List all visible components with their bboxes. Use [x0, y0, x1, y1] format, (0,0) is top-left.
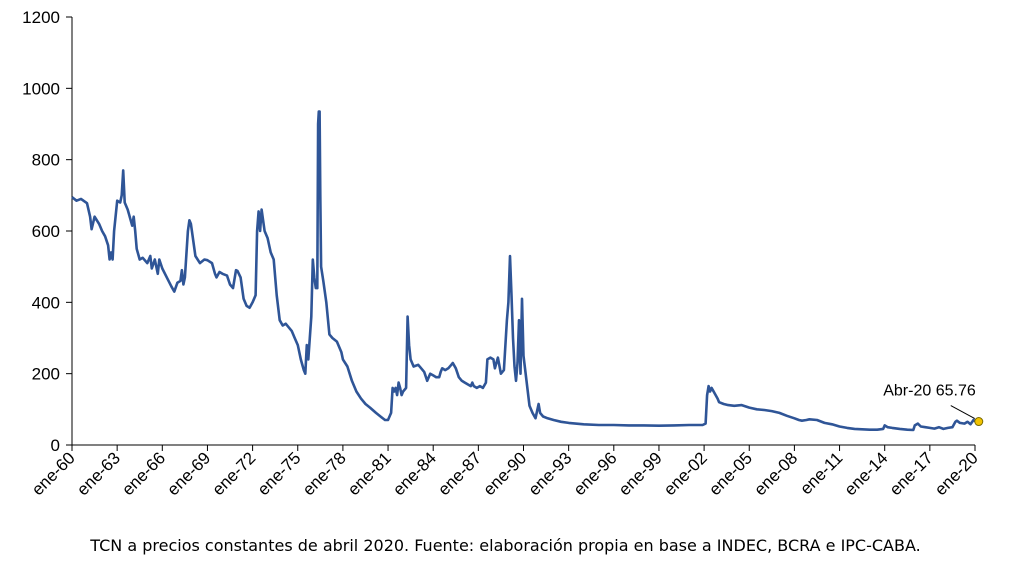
x-tick-label: ene-69 — [163, 448, 214, 499]
x-tick-label: ene-05 — [705, 448, 756, 499]
x-tick-label: ene-14 — [841, 448, 892, 499]
x-tick-label: ene-96 — [570, 448, 621, 499]
x-tick-label: ene-20 — [931, 448, 982, 499]
x-tick-label: ene-60 — [28, 448, 79, 499]
y-tick-label: 600 — [32, 222, 60, 241]
annotation-marker — [974, 417, 984, 427]
x-tick-label: ene-17 — [886, 448, 937, 499]
y-tick-label: 1200 — [22, 8, 60, 27]
x-tick-label: ene-87 — [434, 448, 485, 499]
x-tick-label: ene-08 — [750, 448, 801, 499]
x-ticks: ene-60ene-63ene-66ene-69ene-72ene-75ene-… — [28, 445, 982, 499]
x-tick-label: ene-84 — [389, 448, 440, 499]
y-tick-label: 0 — [51, 436, 60, 455]
annotation-label: Abr-20 65.76 — [883, 383, 976, 400]
annotation-leader — [950, 405, 976, 419]
x-tick-label: ene-81 — [344, 448, 395, 499]
y-tick-label: 800 — [32, 151, 60, 170]
x-tick-label: ene-63 — [73, 448, 124, 499]
x-tick-label: ene-72 — [209, 448, 260, 499]
x-tick-label: ene-93 — [525, 448, 576, 499]
x-tick-label: ene-90 — [479, 448, 530, 499]
x-tick-label: ene-99 — [615, 448, 666, 499]
series-group — [71, 110, 980, 432]
y-ticks: 0 200 400 600 800 1000 1200 — [22, 8, 72, 455]
chart-caption: TCN a precios constantes de abril 2020. … — [90, 536, 921, 555]
y-tick-label: 200 — [32, 365, 60, 384]
x-tick-label: ene-78 — [299, 448, 350, 499]
axes — [71, 17, 975, 446]
line-chart: 0 200 400 600 800 1000 1200 ene-60ene-63ene-66… — [22, 8, 984, 499]
y-tick-label: 400 — [32, 293, 60, 312]
series-line — [71, 110, 980, 432]
x-tick-label: ene-11 — [796, 448, 846, 498]
x-tick-label: ene-75 — [254, 448, 305, 499]
annotation-group: Abr-20 65.76 — [883, 383, 984, 427]
x-tick-label: ene-66 — [118, 448, 169, 499]
y-tick-label: 1000 — [22, 79, 60, 98]
x-tick-label: ene-02 — [660, 448, 711, 499]
